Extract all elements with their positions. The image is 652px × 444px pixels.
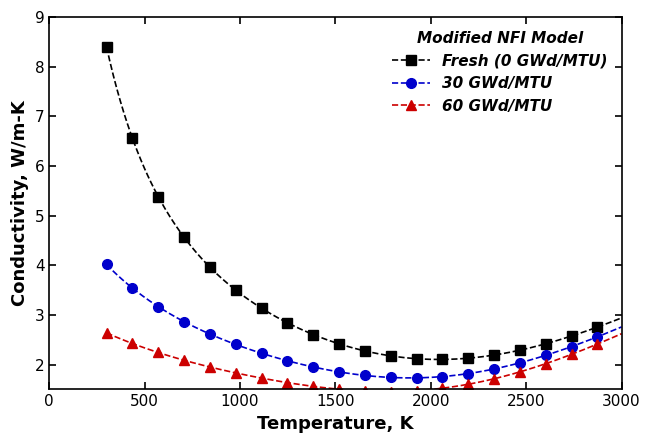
30 GWd/MTU [102, 262, 110, 267]
Fresh (0 GWd/MTU) [571, 332, 579, 337]
60 GWd/MTU [419, 388, 427, 393]
Fresh (0 GWd/MTU) [617, 315, 625, 321]
60 GWd/MTU [102, 330, 110, 336]
60 GWd/MTU [104, 331, 112, 336]
30 GWd/MTU [104, 264, 112, 269]
60 GWd/MTU [539, 362, 546, 368]
30 GWd/MTU [411, 375, 419, 381]
30 GWd/MTU [406, 375, 413, 381]
Fresh (0 GWd/MTU) [409, 356, 417, 361]
30 GWd/MTU [419, 375, 427, 381]
Y-axis label: Conductivity, W/m-K: Conductivity, W/m-K [11, 100, 29, 306]
Fresh (0 GWd/MTU) [102, 44, 110, 49]
Legend: Fresh (0 GWd/MTU), 30 GWd/MTU, 60 GWd/MTU: Fresh (0 GWd/MTU), 30 GWd/MTU, 60 GWd/MT… [386, 25, 614, 120]
60 GWd/MTU [617, 331, 625, 337]
X-axis label: Temperature, K: Temperature, K [257, 415, 413, 433]
Fresh (0 GWd/MTU) [418, 357, 426, 362]
30 GWd/MTU [409, 375, 417, 381]
Line: 60 GWd/MTU: 60 GWd/MTU [102, 328, 627, 396]
Line: Fresh (0 GWd/MTU): Fresh (0 GWd/MTU) [102, 42, 627, 365]
30 GWd/MTU [617, 324, 625, 329]
Fresh (0 GWd/MTU) [104, 52, 112, 57]
30 GWd/MTU [539, 354, 546, 359]
Fresh (0 GWd/MTU) [539, 342, 546, 347]
30 GWd/MTU [571, 343, 579, 348]
60 GWd/MTU [409, 388, 417, 393]
Fresh (0 GWd/MTU) [435, 357, 443, 362]
60 GWd/MTU [383, 389, 391, 394]
Line: 30 GWd/MTU: 30 GWd/MTU [102, 260, 627, 383]
60 GWd/MTU [571, 350, 579, 356]
Fresh (0 GWd/MTU) [408, 356, 415, 361]
60 GWd/MTU [411, 388, 419, 393]
